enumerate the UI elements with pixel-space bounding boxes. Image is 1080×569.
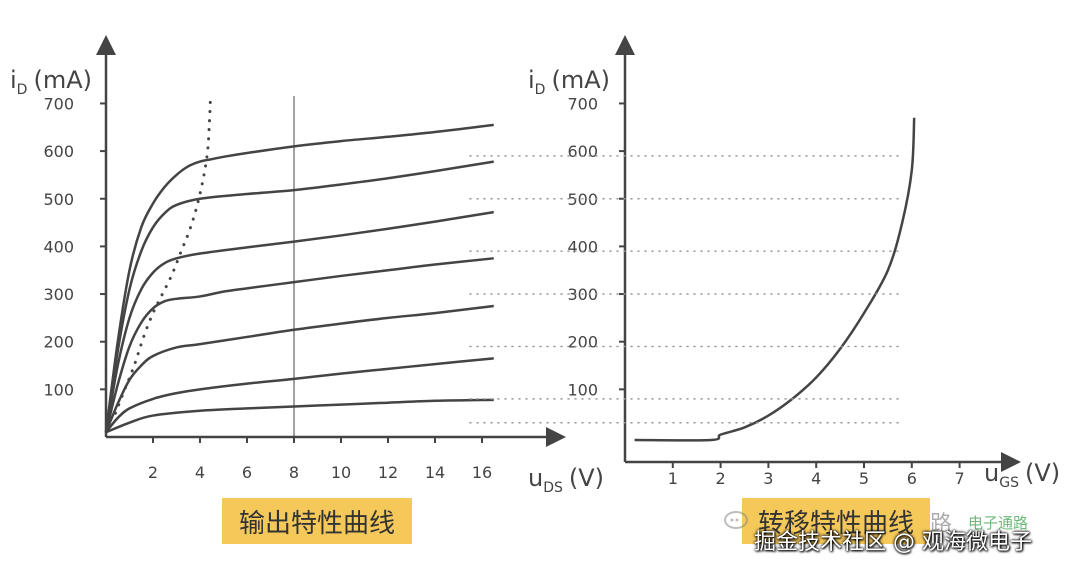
y-axis-label: iD (mA) <box>528 66 610 98</box>
watermark-text: 掘金技术社区 @ 观海微电子 <box>754 530 1032 555</box>
series-group <box>634 117 916 442</box>
tick-marks <box>619 102 961 468</box>
y-axis-label-main: i <box>10 66 17 94</box>
y-axis-label-sub: D <box>535 82 546 98</box>
x-axis-label-sub: GS <box>999 475 1019 491</box>
y-tick-label: 400 <box>567 237 598 256</box>
x-axis-label-sub: DS <box>543 480 563 496</box>
x-tick-label: 7 <box>955 469 965 488</box>
series-line-1 <box>105 398 494 434</box>
x-tick-label: 3 <box>763 469 773 488</box>
y-tick-labels: 100 200 300 400 500 600 700 <box>43 94 74 399</box>
x-tick-label: 4 <box>195 463 205 482</box>
y-axis-label-unit: (mA) <box>551 66 610 94</box>
y-tick-label: 300 <box>43 285 74 304</box>
x-tick-label: 1 <box>668 469 678 488</box>
watermark-fragment: 路 <box>930 512 953 537</box>
series-line-2 <box>105 357 494 434</box>
x-axis-label-unit: (V) <box>569 464 604 492</box>
x-tick-label: 2 <box>148 463 158 482</box>
y-axis-label-unit: (mA) <box>33 66 92 94</box>
x-tick-labels: 1 2 3 4 5 6 7 <box>668 469 965 488</box>
transfer-curve <box>634 117 916 442</box>
output-characteristics-caption: 输出特性曲线 <box>222 498 412 544</box>
x-tick-label: 6 <box>907 469 917 488</box>
saturation-boundary-dotted <box>113 92 213 415</box>
x-axis-label-unit: (V) <box>1025 459 1060 487</box>
x-tick-label: 16 <box>472 463 492 482</box>
y-tick-label: 200 <box>43 333 74 352</box>
series-group <box>104 123 494 434</box>
x-tick-label: 4 <box>811 469 821 488</box>
y-axis-label-main: i <box>528 66 535 94</box>
y-tick-label: 100 <box>43 380 74 399</box>
x-tick-label: 10 <box>331 463 351 482</box>
x-tick-labels: 2 4 6 8 10 12 14 16 <box>148 463 492 482</box>
y-tick-label: 600 <box>43 142 74 161</box>
x-tick-label: 2 <box>716 469 726 488</box>
x-axis-label-main: u <box>528 464 543 492</box>
y-tick-label: 500 <box>43 190 74 209</box>
y-tick-label: 400 <box>43 237 74 256</box>
series-line-6 <box>104 160 494 433</box>
chat-bubble-icon <box>724 511 748 529</box>
y-axis-label: iD (mA) <box>10 66 92 98</box>
transfer-characteristic-caption: 转移特性曲线 <box>742 498 930 544</box>
y-tick-label: 200 <box>567 333 598 352</box>
y-tick-label: 600 <box>567 142 598 161</box>
x-axis-label-main: u <box>984 459 999 487</box>
link-guide-lines <box>469 155 901 424</box>
x-axis-label: uDS (V) <box>528 464 604 496</box>
y-axis-label-sub: D <box>17 82 28 98</box>
tick-marks <box>100 102 483 443</box>
series-line-5 <box>104 210 494 433</box>
x-tick-label: 6 <box>242 463 252 482</box>
x-tick-label: 5 <box>859 469 869 488</box>
y-tick-label: 700 <box>43 94 74 113</box>
series-line-4 <box>104 257 494 433</box>
x-tick-label: 14 <box>425 463 445 482</box>
y-tick-label: 100 <box>567 380 598 399</box>
x-tick-label: 12 <box>378 463 398 482</box>
watermark-brand: 电子通路 <box>968 514 1029 532</box>
series-line-7 <box>104 123 494 433</box>
x-tick-label: 8 <box>289 463 299 482</box>
x-axis-label: uGS (V) <box>984 459 1060 491</box>
y-tick-label: 700 <box>567 94 598 113</box>
saturation-boundary <box>113 92 213 415</box>
